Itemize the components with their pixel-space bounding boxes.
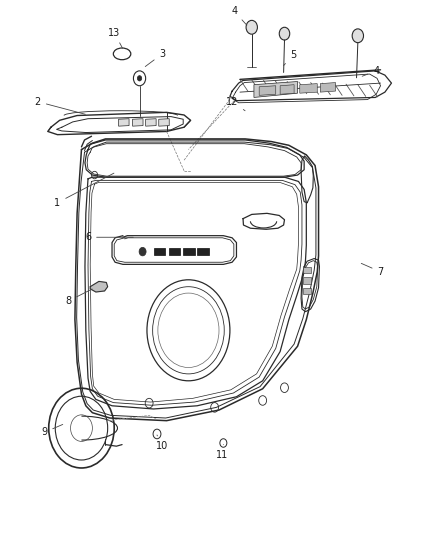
Text: 2: 2 <box>35 96 85 114</box>
Polygon shape <box>259 86 276 95</box>
Polygon shape <box>280 85 294 94</box>
Text: 1: 1 <box>54 173 114 208</box>
Text: 3: 3 <box>145 49 165 67</box>
Polygon shape <box>169 248 180 255</box>
Text: 4: 4 <box>231 6 247 25</box>
Polygon shape <box>119 119 129 126</box>
Polygon shape <box>303 277 311 284</box>
Polygon shape <box>146 119 156 126</box>
Polygon shape <box>197 248 208 255</box>
Polygon shape <box>183 248 194 255</box>
Circle shape <box>139 247 146 256</box>
Polygon shape <box>300 84 317 93</box>
Text: 8: 8 <box>65 289 92 306</box>
Polygon shape <box>153 248 165 255</box>
Circle shape <box>246 20 258 34</box>
Text: 11: 11 <box>216 445 229 460</box>
Text: 6: 6 <box>85 232 133 243</box>
Polygon shape <box>254 82 297 98</box>
Text: 10: 10 <box>156 435 168 451</box>
Circle shape <box>279 27 290 40</box>
Polygon shape <box>320 83 336 92</box>
Text: 13: 13 <box>108 28 123 48</box>
Circle shape <box>138 76 142 81</box>
Polygon shape <box>133 119 143 126</box>
Polygon shape <box>303 266 311 273</box>
Text: 9: 9 <box>41 424 63 438</box>
Polygon shape <box>90 281 108 292</box>
Text: 4: 4 <box>362 66 379 76</box>
Circle shape <box>352 29 364 43</box>
Text: 7: 7 <box>361 263 384 277</box>
Polygon shape <box>159 119 169 126</box>
Text: 5: 5 <box>284 50 297 66</box>
Polygon shape <box>303 288 311 294</box>
Text: 12: 12 <box>226 96 245 111</box>
